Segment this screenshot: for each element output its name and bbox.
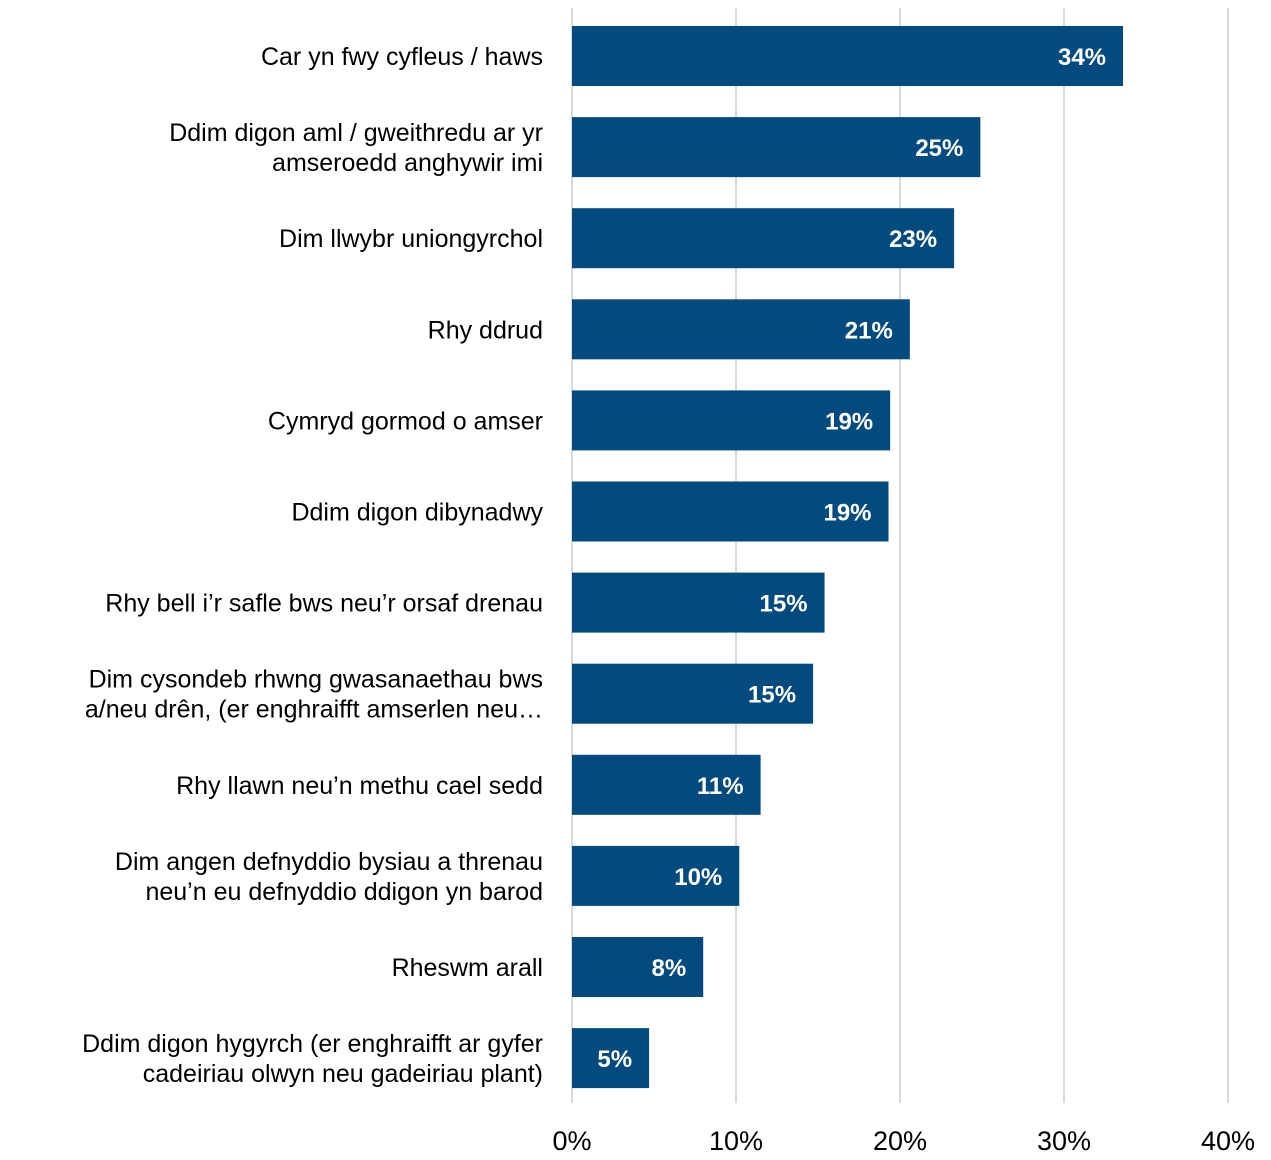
x-axis-tick-labels: 0% 10% 20% 30% 40% — [552, 1126, 1255, 1156]
bar-value-label: 25% — [915, 135, 963, 162]
bar-value-label: 19% — [823, 500, 871, 527]
bar-value-label: 10% — [674, 864, 722, 891]
category-label-line: Ddim digon aml / gweithredu ar yr — [169, 119, 543, 147]
category-label: Rhy ddrud — [428, 316, 543, 344]
category-label: Cymryd gormod o amser — [268, 407, 543, 435]
category-label-line: a/neu drên, (er enghraifft amserlen neu… — [85, 696, 543, 724]
bar — [572, 754, 761, 815]
bars: 34% 25% 23% 21% 19% 19% 15% 15% 11% 10% 8% 5% — [572, 26, 1124, 1089]
category-label-line: Rhy bell i’r safle bws neu’r orsaf drena… — [105, 590, 543, 618]
category-label: Rhy bell i’r safle bws neu’r orsaf drena… — [105, 590, 543, 618]
category-label-line: Cymryd gormod o amser — [268, 407, 543, 435]
category-label: Ddim digon aml / gweithredu ar yr amseroe… — [169, 119, 543, 177]
bar-value-label: 19% — [825, 408, 873, 435]
category-label: Rhy llawn neu’n methu cael sedd — [176, 772, 543, 800]
bar-value-label: 34% — [1058, 44, 1106, 71]
bar — [572, 299, 910, 360]
bar — [572, 117, 981, 178]
category-label-line: neu’n eu defnyddio ddigon yn barod — [145, 878, 543, 906]
bar-value-label: 11% — [697, 773, 744, 800]
bar — [572, 663, 814, 724]
category-label-line: Rhy llawn neu’n methu cael sedd — [176, 772, 543, 800]
bar — [572, 572, 825, 633]
category-label: Ddim digon hygyrch (er enghraifft ar gyf… — [82, 1030, 543, 1088]
x-tick-label: 0% — [552, 1126, 591, 1155]
category-label: Car yn fwy cyfleus / haws — [261, 43, 543, 71]
category-label-line: Ddim digon hygyrch (er enghraifft ar gyf… — [82, 1030, 543, 1058]
category-label: Ddim digon dibynadwy — [291, 499, 543, 527]
category-label-line: Dim llwybr uniongyrchol — [279, 225, 543, 253]
bar — [572, 937, 704, 997]
bar — [572, 26, 1124, 86]
category-label: Rheswm arall — [392, 954, 543, 982]
bar-value-label: 23% — [889, 226, 937, 253]
x-tick-label: 10% — [709, 1126, 763, 1155]
category-label-line: amseroedd anghywir imi — [272, 149, 543, 177]
bar-value-label: 15% — [760, 591, 808, 618]
bar-value-label: 5% — [597, 1046, 632, 1073]
bar — [572, 1028, 650, 1089]
category-label: Dim cysondeb rhwng gwasanaethau bws a/neu… — [85, 666, 543, 724]
category-label-line: Rhy ddrud — [428, 316, 543, 344]
category-label-line: cadeiriau olwyn neu gadeiriau plant) — [143, 1060, 543, 1088]
x-tick-label: 20% — [873, 1126, 927, 1155]
bar — [572, 481, 889, 542]
bar-value-label: 15% — [748, 682, 796, 709]
bar — [572, 208, 955, 269]
gridlines — [571, 8, 1229, 1103]
category-label-line: Rheswm arall — [392, 954, 543, 982]
x-tick-label: 30% — [1037, 1126, 1091, 1155]
category-label-line: Car yn fwy cyfleus / haws — [261, 43, 543, 71]
category-label-line: Dim angen defnyddio bysiau a threnau — [115, 848, 543, 876]
bar-value-label: 8% — [652, 955, 687, 982]
category-label-line: Ddim digon dibynadwy — [291, 499, 543, 527]
bar — [572, 390, 891, 451]
x-tick-label: 40% — [1201, 1126, 1255, 1155]
category-label-line: Dim cysondeb rhwng gwasanaethau bws — [89, 666, 543, 694]
bar-value-label: 21% — [845, 317, 893, 344]
bar — [572, 845, 740, 906]
category-labels: Car yn fwy cyfleus / haws Ddim digon aml … — [82, 43, 543, 1088]
category-label: Dim angen defnyddio bysiau a threnau neu’… — [115, 848, 543, 906]
category-label: Dim llwybr uniongyrchol — [279, 225, 543, 253]
